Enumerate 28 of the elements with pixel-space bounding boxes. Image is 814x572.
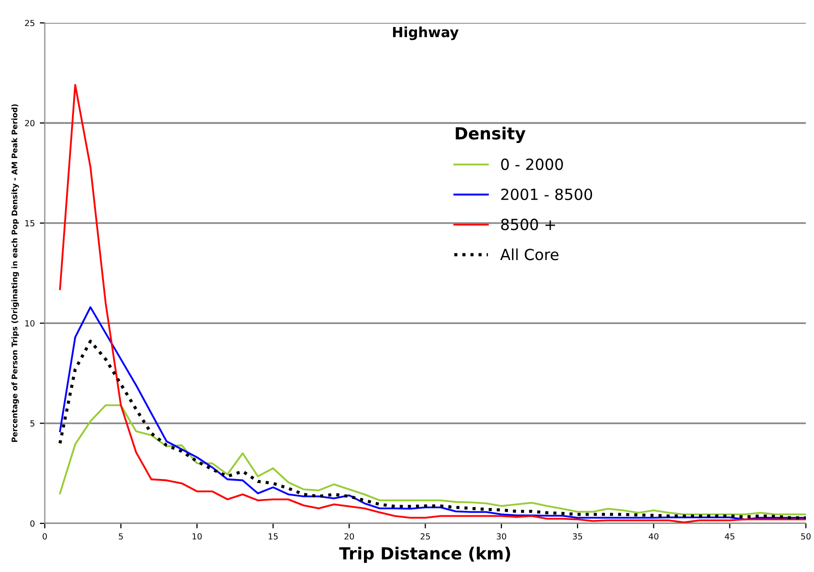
x-tick-label: 45	[724, 533, 734, 540]
y-tick-label: 0	[30, 520, 34, 527]
line-series	[59, 84, 806, 524]
y-tick-label: 10	[25, 320, 34, 326]
x-tick-label: 25	[420, 533, 430, 540]
legend-label: 0 - 2000	[501, 158, 563, 170]
y-tick-label: 25	[25, 20, 34, 26]
line-series	[59, 404, 806, 516]
x-tick-label: 40	[648, 533, 658, 540]
x-tick-label: 30	[496, 533, 506, 540]
x-axis-title: Trip Distance (km)	[339, 546, 510, 563]
legend-label: 8500 +	[501, 218, 556, 230]
x-tick-label: 50	[801, 533, 811, 540]
legend-title: Density	[456, 126, 526, 143]
y-tick-label: 5	[30, 420, 34, 427]
chart-title: Highway	[393, 26, 459, 40]
line-series	[58, 340, 806, 520]
y-tick-label: 20	[25, 120, 34, 126]
x-tick-label: 5	[118, 533, 123, 540]
x-tick-label: 15	[268, 533, 278, 540]
line-series	[59, 306, 806, 520]
x-tick-label: 35	[572, 533, 582, 540]
legend-label: All Core	[500, 248, 558, 260]
x-tick-label: 10	[192, 533, 202, 540]
legend-label: 2001 - 8500	[501, 188, 592, 200]
x-tick-label: 0	[42, 533, 47, 540]
y-tick-label: 15	[25, 220, 34, 226]
x-tick-label: 20	[344, 533, 354, 540]
